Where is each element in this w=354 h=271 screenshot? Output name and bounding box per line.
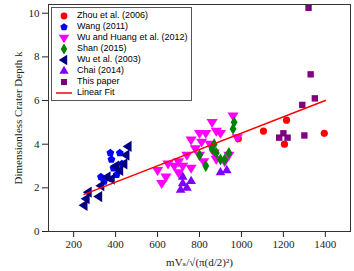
html-text:Wang (2011): Wang (2011) <box>77 21 128 31</box>
svg-text:800: 800 <box>191 238 208 250</box>
svg-text:0: 0 <box>34 225 40 237</box>
svg-text:mVₛ/√(π(d/2)²): mVₛ/√(π(d/2)²) <box>166 256 233 269</box>
svg-text:1000: 1000 <box>230 238 253 250</box>
svg-text:10: 10 <box>29 7 41 19</box>
svg-text:4: 4 <box>34 138 40 150</box>
svg-text:200: 200 <box>65 238 82 250</box>
html-text:This paper: This paper <box>77 76 120 86</box>
html-text:Chai (2014): Chai (2014) <box>77 65 124 75</box>
html-text:Wu and Huang et al. (2012): Wu and Huang et al. (2012) <box>77 32 188 42</box>
html-text:Zhou et al. (2006): Zhou et al. (2006) <box>77 10 148 20</box>
svg-text:1200: 1200 <box>272 238 295 250</box>
html-text:Shan (2015): Shan (2015) <box>77 43 127 53</box>
svg-text:8: 8 <box>34 50 40 62</box>
svg-text:Dimensionless Crater Depth k: Dimensionless Crater Depth k <box>12 51 24 184</box>
svg-text:400: 400 <box>107 238 124 250</box>
html-text:Linear Fit: Linear Fit <box>77 87 115 97</box>
svg-text:600: 600 <box>149 238 166 250</box>
html-text:Wu et al. (2003): Wu et al. (2003) <box>77 54 141 64</box>
svg-text:1400: 1400 <box>314 238 337 250</box>
svg-text:6: 6 <box>34 94 40 106</box>
svg-text:2: 2 <box>34 181 40 193</box>
